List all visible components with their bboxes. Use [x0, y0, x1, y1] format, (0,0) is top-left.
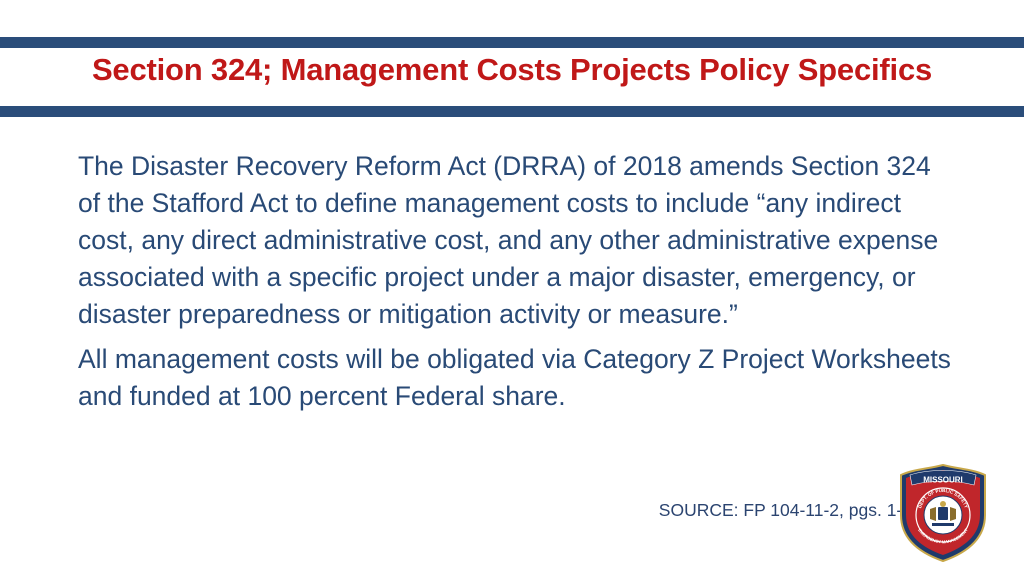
slide-body: The Disaster Recovery Reform Act (DRRA) …: [78, 148, 958, 423]
body-paragraph-category-z: All management costs will be obligated v…: [78, 344, 951, 411]
state-emblem-icon: [930, 501, 956, 526]
header-top-bar: [0, 37, 1024, 48]
body-paragraph-drra: The Disaster Recovery Reform Act (DRRA) …: [78, 151, 939, 329]
source-citation: SOURCE: FP 104-11-2, pgs. 1-3: [658, 500, 912, 520]
header-bottom-bar: [0, 106, 1024, 117]
seal-top-text: MISSOURI: [923, 476, 963, 485]
missouri-emergency-management-seal-logo: MISSOURI DEPT. OF PUBLIC SAFETY EMERGENC…: [900, 463, 986, 563]
slide-title: Section 324; Management Costs Projects P…: [91, 52, 933, 87]
